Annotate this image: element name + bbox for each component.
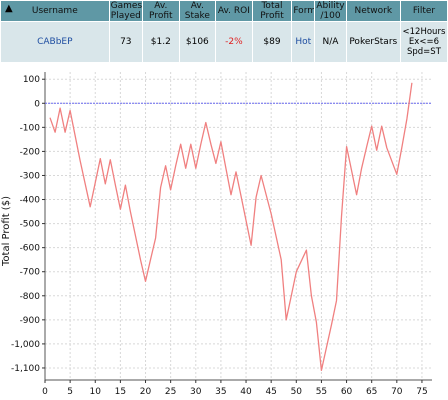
stats-table: ▲ Username Games Played Av. Profit Av. S… [0, 0, 448, 63]
x-tick-label: 25 [165, 387, 176, 397]
x-tick-label: 70 [391, 387, 403, 397]
table-row: CABbEP 73 $1.2 $106 -2% $89 Hot N/A Poke… [0, 21, 448, 63]
x-tick-label: 75 [416, 387, 427, 397]
cell-av-roi: -2% [215, 21, 253, 63]
y-tick-label: -500 [20, 220, 41, 230]
chart-grid [44, 72, 432, 380]
x-tick-label: 35 [215, 387, 226, 397]
x-tick-label: 50 [291, 387, 303, 397]
y-axis-label: Total Profit ($) [1, 196, 12, 267]
x-tick-label: 55 [316, 387, 327, 397]
header-row: ▲ Username Games Played Av. Profit Av. S… [0, 0, 448, 22]
cell-total-profit: $89 [251, 21, 293, 63]
y-tick-label: -1,100 [11, 364, 40, 374]
header-av-stake[interactable]: Av. Stake [178, 0, 217, 22]
x-tick-label: 40 [240, 387, 252, 397]
header-av-roi[interactable]: Av. ROI [215, 0, 253, 22]
y-tick-label: -800 [20, 292, 41, 302]
chart-series [49, 82, 413, 372]
x-axis-ticks: 0 5 10 15 20 25 30 35 40 45 50 55 60 65 70 75 [42, 380, 428, 397]
plot-background [45, 72, 432, 380]
header-av-profit[interactable]: Av. Profit [142, 0, 180, 22]
x-tick-label: 45 [265, 387, 276, 397]
x-tick-label: 10 [90, 387, 102, 397]
y-axis-ticks: 100 0 -100 -200 -300 -400 -500 -600 -700 -800 -900… [11, 75, 45, 374]
cell-av-profit: $1.2 [142, 21, 180, 63]
x-tick-label: 0 [42, 387, 48, 397]
header-filter[interactable]: Filter [399, 0, 448, 22]
filter-line: <12Hours [402, 27, 446, 37]
profit-chart: 1000-100-200-300-400-500-600-700-800-900… [1, 72, 432, 397]
y-tick-label: 0 [34, 99, 40, 109]
x-tick-label: 60 [341, 387, 353, 397]
cell-network: PokerStars [345, 21, 401, 63]
header-games-played[interactable]: Games Played [108, 0, 144, 22]
y-tick-label: -300 [20, 171, 41, 181]
x-tick-label: 20 [140, 387, 152, 397]
y-tick-label: -900 [20, 316, 41, 326]
x-tick-label: 5 [67, 387, 73, 397]
cell-filter: <12Hours Ex<=6 Spd=ST [399, 21, 448, 63]
y-tick-label: -600 [20, 244, 41, 254]
filter-line: Spd=ST [407, 47, 441, 57]
header-network[interactable]: Network [345, 0, 401, 22]
x-tick-label: 30 [190, 387, 202, 397]
y-tick-label: 100 [23, 75, 40, 85]
cell-av-stake: $106 [178, 21, 217, 63]
header-username-label: Username [31, 6, 78, 16]
y-tick-label: -200 [20, 147, 41, 157]
y-tick-label: -100 [20, 123, 41, 133]
cell-form: Hot [291, 21, 316, 63]
profit-series-line [49, 82, 413, 372]
cell-ability: N/A [314, 21, 347, 63]
header-username[interactable]: ▲ Username [0, 0, 110, 22]
y-tick-label: -700 [20, 268, 41, 278]
header-total-profit[interactable]: Total Profit [251, 0, 293, 22]
chart-axes [44, 72, 432, 381]
sort-arrow-icon[interactable]: ▲ [5, 3, 13, 14]
x-tick-label: 65 [366, 387, 377, 397]
x-tick-label: 15 [115, 387, 126, 397]
y-tick-label: -1,000 [11, 340, 40, 350]
y-tick-label: -400 [20, 196, 41, 206]
filter-line: Ex<=6 [408, 37, 439, 47]
header-form[interactable]: Form [291, 0, 316, 22]
cell-games-played: 73 [108, 21, 144, 63]
cell-username[interactable]: CABbEP [0, 21, 110, 63]
header-ability[interactable]: Ability /100 [314, 0, 347, 22]
